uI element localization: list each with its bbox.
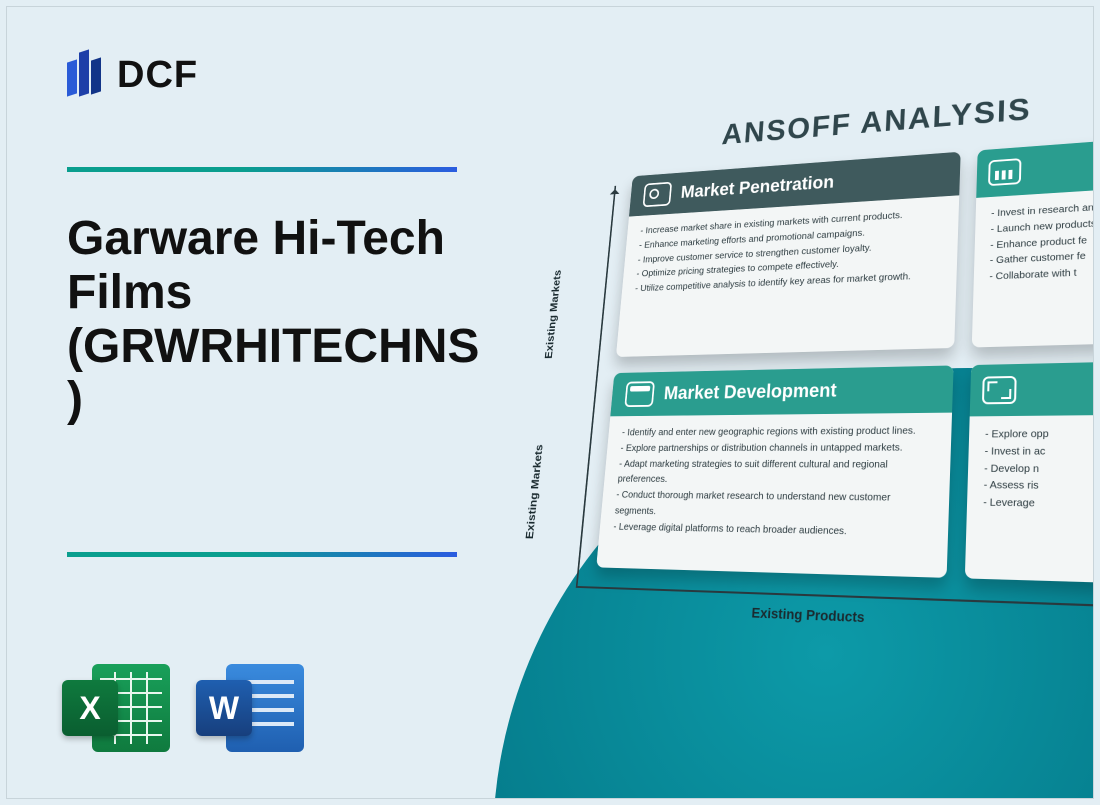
- divider-top: [67, 167, 457, 172]
- excel-icon[interactable]: X: [62, 658, 170, 758]
- dcf-logo: DCF: [67, 47, 198, 103]
- excel-badge: X: [62, 680, 118, 736]
- card-market-penetration: Market Penetration Increase market share…: [616, 152, 961, 357]
- app-icons: X W: [62, 658, 304, 758]
- word-badge: W: [196, 680, 252, 736]
- y-axis-label-upper: Existing Markets: [542, 270, 563, 359]
- ansoff-matrix: ANSOFF ANALYSIS Existing Markets Existin…: [533, 77, 1094, 637]
- card-body: Identify and enter new geographic region…: [598, 413, 952, 557]
- photo-icon: [643, 182, 673, 208]
- dcf-logo-icon: [67, 47, 107, 103]
- card-body: Explore opp Invest in ac Develop n Asses…: [966, 414, 1094, 529]
- page-title: Garware Hi-Tech Films (GRWRHITECHNS): [67, 212, 487, 427]
- card-body: Invest in research and Launch new produc…: [973, 185, 1094, 299]
- x-axis-label: Existing Products: [751, 604, 865, 625]
- page-frame: DCF Garware Hi-Tech Films (GRWRHITECHNS)…: [6, 6, 1094, 799]
- shop-icon: [624, 381, 655, 407]
- word-icon[interactable]: W: [196, 658, 304, 758]
- expand-icon: [982, 376, 1017, 404]
- card-title: Market Penetration: [680, 172, 835, 203]
- divider-bottom: [67, 552, 457, 557]
- bars-icon: [988, 158, 1021, 186]
- y-axis-label-lower: Existing Markets: [523, 445, 545, 540]
- card-title: Market Development: [663, 380, 837, 404]
- card-market-development: Market Development Identify and enter ne…: [596, 365, 953, 577]
- card-product-development: Invest in research and Launch new produc…: [972, 136, 1094, 348]
- card-diversification: Explore opp Invest in ac Develop n Asses…: [965, 360, 1094, 584]
- dcf-logo-text: DCF: [117, 54, 198, 97]
